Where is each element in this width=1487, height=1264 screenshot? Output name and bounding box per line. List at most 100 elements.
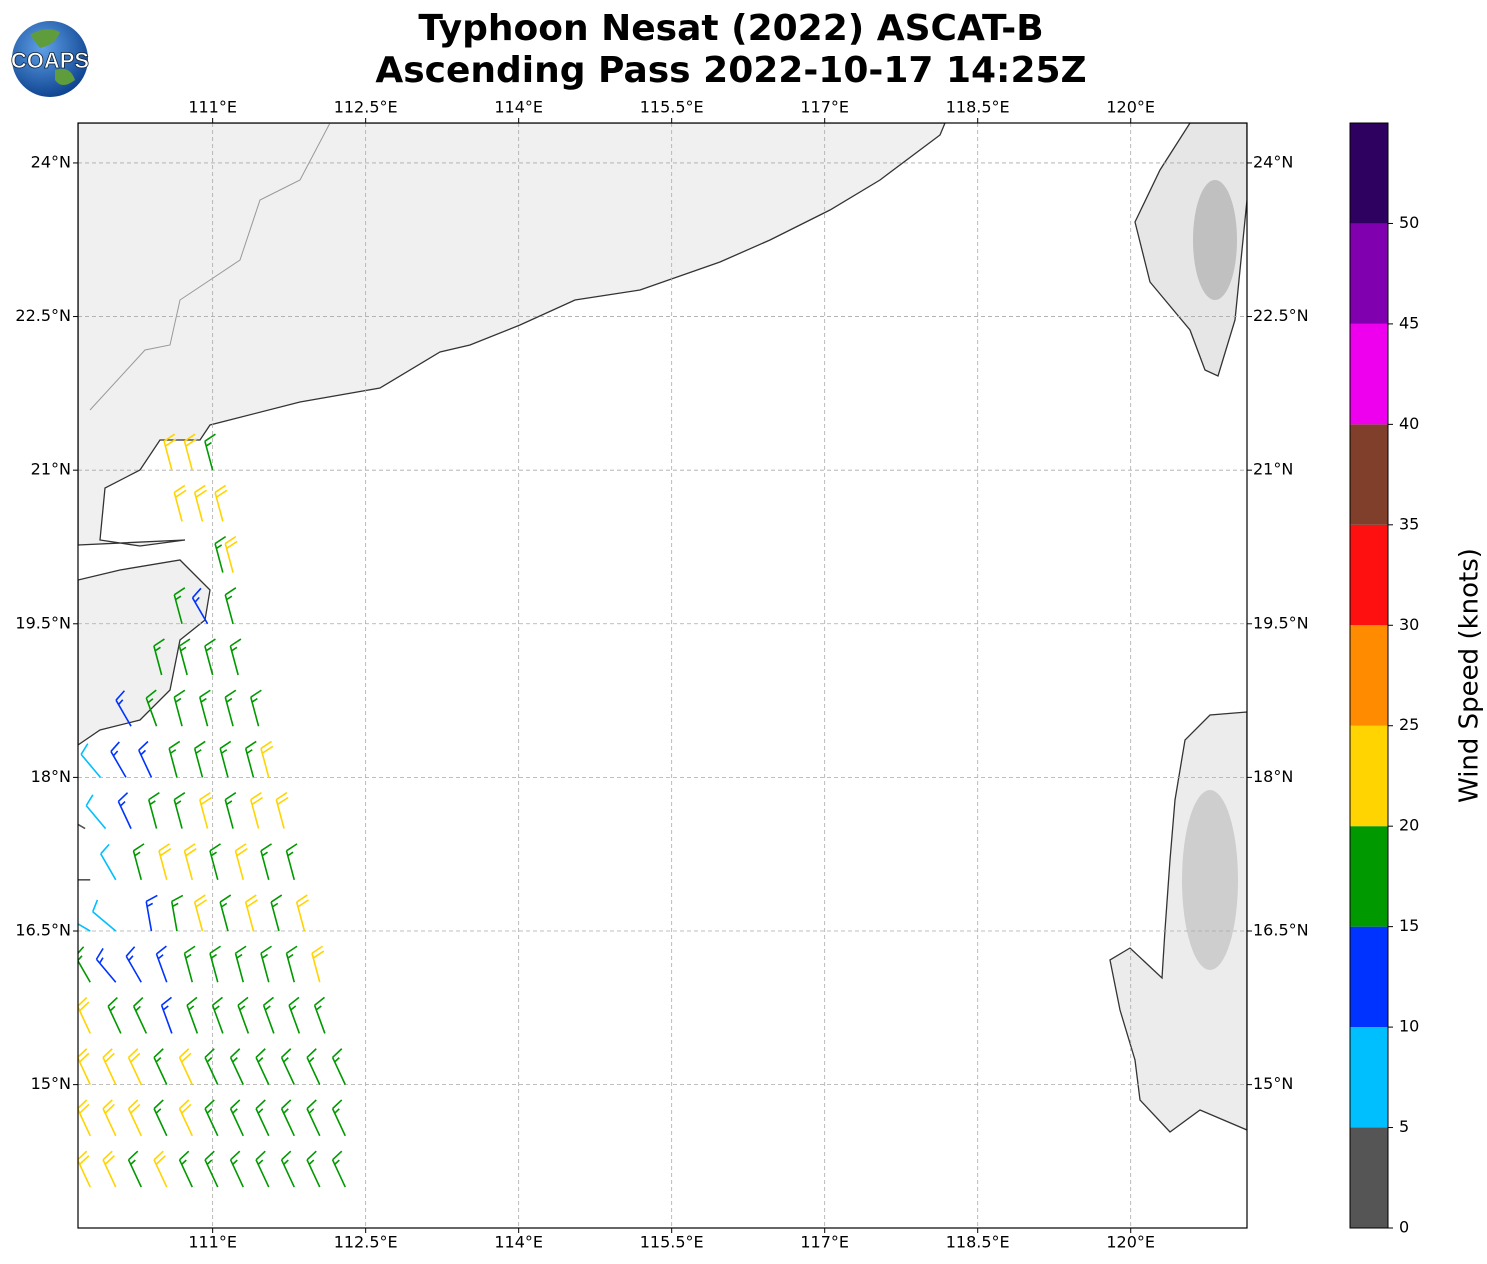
wind-barb — [229, 1048, 244, 1085]
wind-barb — [78, 879, 91, 881]
wind-barb — [209, 843, 221, 881]
colorbar-tick-label: 45 — [1399, 313, 1419, 332]
y-tick-label: 19.5°N — [15, 613, 71, 632]
wind-barb — [78, 996, 91, 1034]
terrain — [1193, 180, 1237, 300]
colorbar-segment — [1350, 826, 1388, 927]
y-tick-label-right: 22.5°N — [1253, 306, 1309, 325]
wind-barb — [260, 843, 272, 881]
wind-barb — [229, 1099, 244, 1137]
colorbar-tick-label: 0 — [1399, 1218, 1409, 1237]
luzon — [1109, 711, 1247, 1133]
wind-barb — [153, 1099, 168, 1137]
wind-barb — [250, 791, 264, 829]
colorbar-tick-label: 20 — [1399, 816, 1419, 835]
wind-barb — [244, 894, 258, 932]
colorbar-segment — [1350, 1027, 1388, 1128]
wind-barb — [306, 1150, 321, 1188]
x-tick-label: 115.5°E — [640, 1233, 704, 1252]
wind-barb — [127, 1099, 142, 1137]
wind-barb — [219, 894, 232, 932]
colorbar-tick-label: 25 — [1399, 715, 1419, 734]
wind-barb — [155, 945, 168, 983]
wind-barb — [160, 996, 173, 1034]
wind-barb — [193, 740, 206, 778]
colorbar-tick-label: 15 — [1399, 916, 1419, 935]
wind-barb — [127, 1150, 142, 1188]
wind-barb — [224, 791, 237, 829]
wind-barb — [219, 740, 232, 778]
wind-barb — [173, 587, 186, 624]
x-tick-label-top: 118.5°E — [946, 98, 1010, 117]
wind-barb — [234, 945, 247, 983]
wind-barb — [148, 791, 160, 829]
wind-barb — [214, 535, 227, 573]
colorbar-segment — [1350, 223, 1388, 324]
colorbar-segment — [1350, 625, 1388, 726]
x-tick-label: 118.5°E — [946, 1233, 1010, 1252]
wind-barb — [110, 741, 127, 778]
wind-barb — [92, 899, 117, 932]
logo: COAPS — [10, 21, 90, 97]
colorbar-segment — [1350, 524, 1388, 626]
wind-barb — [311, 945, 325, 983]
wind-barb — [229, 1150, 244, 1188]
wind-barb — [138, 740, 153, 778]
wind-barb — [168, 740, 181, 778]
wind-barb — [234, 843, 248, 881]
wind-barb — [262, 996, 275, 1034]
wind-barb — [260, 740, 274, 778]
y-tick-label-right: 21°N — [1253, 460, 1293, 479]
wind-barb — [158, 843, 172, 881]
x-tick-label-top: 117°E — [800, 98, 849, 117]
wind-barb — [255, 1048, 270, 1085]
x-tick-label: 114°E — [494, 1233, 543, 1252]
wind-barb — [237, 996, 250, 1034]
wind-barb — [288, 996, 301, 1034]
colorbar-tick-label: 30 — [1399, 615, 1419, 634]
colorbar-segment — [1350, 1127, 1388, 1228]
wind-barb — [85, 794, 107, 830]
x-tick-label: 120°E — [1106, 1233, 1155, 1252]
wind-barb — [204, 638, 216, 676]
x-tick-label-top: 112.5°E — [334, 98, 398, 117]
wind-barb — [173, 791, 186, 829]
wind-barb — [178, 1099, 193, 1137]
wind-barb — [204, 1150, 219, 1188]
x-tick-label: 117°E — [800, 1233, 849, 1252]
wind-barb — [270, 894, 283, 932]
y-tick-label: 16.5°N — [15, 921, 71, 940]
wind-barb — [255, 1099, 270, 1137]
wind-barb — [285, 843, 298, 881]
wind-barb — [229, 638, 242, 676]
wind-barb — [211, 996, 224, 1034]
wind-barb — [173, 484, 187, 522]
wind-barb — [80, 743, 102, 778]
wind-barb — [178, 1150, 193, 1188]
wind-barb — [280, 1099, 295, 1137]
wind-barb — [250, 689, 262, 727]
wind-barb — [331, 1150, 346, 1188]
border — [89, 123, 331, 411]
wind-barb — [78, 1099, 91, 1137]
x-tick-label-top: 111°E — [188, 98, 237, 117]
wind-barb — [153, 638, 165, 676]
wind-barb — [145, 894, 158, 932]
hainan — [78, 559, 211, 746]
colorbar-segment — [1350, 725, 1388, 827]
wind-barb — [132, 843, 145, 881]
colorbar-tick-label: 10 — [1399, 1017, 1419, 1036]
wind-barb — [331, 1048, 346, 1085]
colorbar-segment — [1350, 323, 1388, 425]
wind-barb — [204, 433, 216, 471]
colorbar-label: Wind Speed (knots) — [1455, 548, 1485, 803]
wind-barb — [285, 945, 298, 983]
logo-text: COAPS — [11, 48, 89, 73]
wind-barb — [224, 587, 237, 624]
colorbar-frame — [1349, 122, 1389, 1229]
wind-barb — [115, 690, 132, 727]
wind-barb — [244, 740, 257, 778]
wind-barb — [313, 996, 326, 1034]
wind-barb — [107, 996, 122, 1034]
